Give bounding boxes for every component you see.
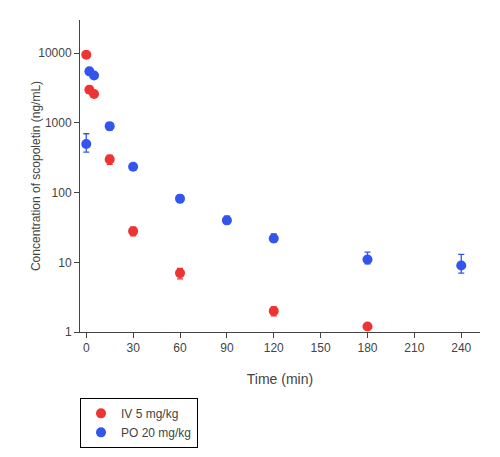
- svg-text:100: 100: [52, 186, 72, 200]
- svg-text:150: 150: [311, 341, 331, 355]
- svg-text:60: 60: [173, 341, 187, 355]
- svg-text:PO 20 mg/kg: PO 20 mg/kg: [121, 426, 191, 440]
- svg-text:IV 5 mg/kg: IV 5 mg/kg: [121, 407, 178, 421]
- svg-text:10000: 10000: [38, 46, 72, 60]
- svg-text:30: 30: [126, 341, 140, 355]
- svg-text:Time (min): Time (min): [247, 371, 313, 387]
- svg-text:180: 180: [357, 341, 377, 355]
- svg-text:10: 10: [58, 256, 72, 270]
- svg-text:0: 0: [83, 341, 90, 355]
- svg-text:90: 90: [220, 341, 234, 355]
- svg-text:Concentration of scopoletin (n: Concentration of scopoletin (ng/mL): [29, 81, 43, 271]
- svg-text:210: 210: [404, 341, 424, 355]
- svg-text:1: 1: [65, 325, 72, 339]
- svg-text:120: 120: [264, 341, 284, 355]
- svg-text:240: 240: [451, 341, 471, 355]
- svg-text:1000: 1000: [45, 116, 72, 130]
